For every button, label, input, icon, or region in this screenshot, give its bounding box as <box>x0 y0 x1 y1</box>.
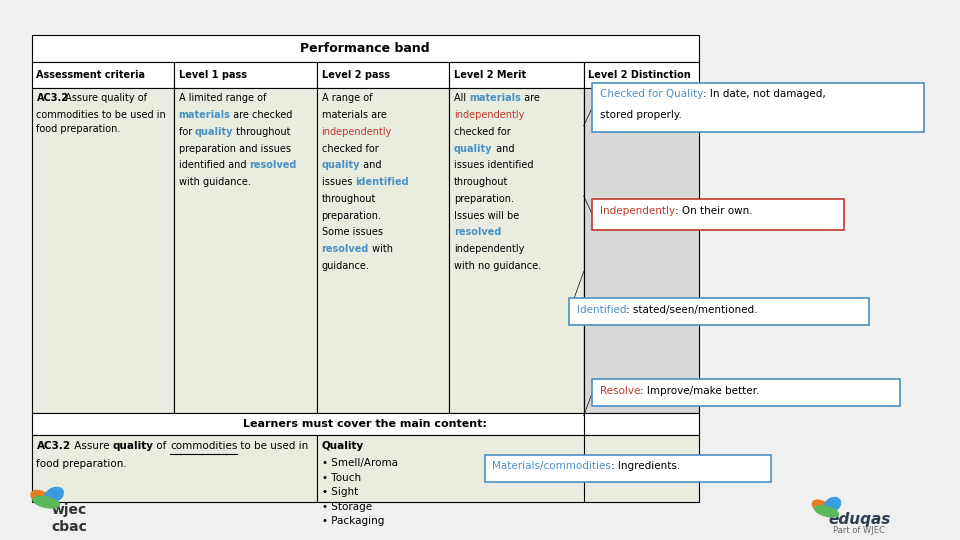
Text: : stated/seen/mentioned.: : stated/seen/mentioned. <box>627 305 758 315</box>
Text: of: of <box>154 441 170 451</box>
Text: food preparation.: food preparation. <box>36 459 128 469</box>
Text: throughout: throughout <box>233 127 291 137</box>
Text: with: with <box>369 244 393 254</box>
Text: quality: quality <box>322 160 360 171</box>
Text: for: for <box>179 127 195 137</box>
Ellipse shape <box>812 500 831 514</box>
Text: commodities: commodities <box>170 441 237 451</box>
Ellipse shape <box>824 497 841 512</box>
Text: : On their own.: : On their own. <box>675 206 753 216</box>
Text: Materials/commodities: Materials/commodities <box>492 461 612 471</box>
Bar <box>317 435 699 502</box>
Text: materials: materials <box>469 93 521 104</box>
Text: checked for: checked for <box>322 144 378 154</box>
Bar <box>584 62 699 88</box>
Text: preparation.: preparation. <box>454 194 514 204</box>
Text: issues identified: issues identified <box>454 160 534 171</box>
Ellipse shape <box>44 488 63 503</box>
Text: wjec
cbac: wjec cbac <box>51 503 87 534</box>
Text: identified: identified <box>355 177 409 187</box>
Text: Quality: Quality <box>322 441 364 451</box>
Text: A limited range of: A limited range of <box>179 93 266 104</box>
Ellipse shape <box>31 490 52 505</box>
Bar <box>32 413 699 435</box>
Text: materials: materials <box>179 110 230 120</box>
Text: and: and <box>360 160 381 171</box>
Text: Assure quality of: Assure quality of <box>62 93 148 104</box>
Text: materials are: materials are <box>322 110 387 120</box>
Text: preparation.: preparation. <box>322 211 381 221</box>
Text: throughout: throughout <box>454 177 509 187</box>
Text: issues: issues <box>322 177 355 187</box>
Text: Level 2 Distinction: Level 2 Distinction <box>588 70 691 80</box>
Text: AC3.2: AC3.2 <box>36 93 68 104</box>
Text: eduqas: eduqas <box>828 512 890 527</box>
Text: guidance.: guidance. <box>322 261 370 271</box>
Text: Performance band: Performance band <box>300 42 430 55</box>
Text: Independently: Independently <box>600 206 675 216</box>
Text: resolved: resolved <box>250 160 297 171</box>
Text: Part of WJEC: Part of WJEC <box>833 526 885 535</box>
Text: independently: independently <box>322 127 392 137</box>
Text: identified and: identified and <box>179 160 250 171</box>
Text: Checked for Quality: Checked for Quality <box>600 89 704 99</box>
Text: Resolve: Resolve <box>600 386 640 396</box>
Bar <box>317 88 449 413</box>
Text: Identified: Identified <box>577 305 627 315</box>
Bar <box>449 88 584 413</box>
Bar <box>32 35 699 62</box>
Text: Level 2 pass: Level 2 pass <box>322 70 390 80</box>
Text: Learners must cover the main content:: Learners must cover the main content: <box>243 419 488 429</box>
Bar <box>584 88 699 413</box>
Text: are: are <box>521 93 540 104</box>
Text: • Smell/Aroma
• Touch
• Sight
• Storage
• Packaging: • Smell/Aroma • Touch • Sight • Storage … <box>322 458 397 526</box>
Text: resolved: resolved <box>454 227 501 238</box>
Bar <box>174 62 317 88</box>
Text: Level 1 pass: Level 1 pass <box>179 70 247 80</box>
Bar <box>174 88 317 413</box>
Text: with guidance.: with guidance. <box>179 177 251 187</box>
Bar <box>32 62 174 88</box>
Text: Assessment criteria: Assessment criteria <box>36 70 146 80</box>
Text: All: All <box>454 93 469 104</box>
Bar <box>32 88 174 413</box>
FancyBboxPatch shape <box>592 379 900 406</box>
Text: : In date, not damaged,: : In date, not damaged, <box>704 89 827 99</box>
Text: to be used in: to be used in <box>237 441 308 451</box>
Text: Issues will be: Issues will be <box>454 211 519 221</box>
Text: are checked: are checked <box>230 110 293 120</box>
Text: : Ingredients.: : Ingredients. <box>612 461 681 471</box>
Text: AC3.2: AC3.2 <box>36 441 71 451</box>
Text: and: and <box>492 144 515 154</box>
Text: quality: quality <box>195 127 233 137</box>
Text: commodities to be used in
food preparation.: commodities to be used in food preparati… <box>36 110 166 134</box>
Text: : Improve/make better.: : Improve/make better. <box>640 386 759 396</box>
Text: stored properly.: stored properly. <box>600 110 682 120</box>
Ellipse shape <box>33 496 60 508</box>
FancyBboxPatch shape <box>592 199 844 230</box>
Text: resolved: resolved <box>322 244 369 254</box>
Text: independently: independently <box>454 244 524 254</box>
Text: quality: quality <box>112 441 154 451</box>
Text: independently: independently <box>454 110 524 120</box>
Text: A range of: A range of <box>322 93 372 104</box>
Text: Some issues: Some issues <box>322 227 383 238</box>
Text: Assure: Assure <box>71 441 112 451</box>
Bar <box>449 62 584 88</box>
Text: preparation and issues: preparation and issues <box>179 144 291 154</box>
Text: with no guidance.: with no guidance. <box>454 261 541 271</box>
Text: checked for: checked for <box>454 127 511 137</box>
Bar <box>317 62 449 88</box>
FancyBboxPatch shape <box>569 298 869 325</box>
Text: quality: quality <box>454 144 492 154</box>
FancyBboxPatch shape <box>592 83 924 132</box>
Ellipse shape <box>815 506 838 517</box>
FancyBboxPatch shape <box>485 455 771 482</box>
Text: throughout: throughout <box>322 194 376 204</box>
Text: Level 2 Merit: Level 2 Merit <box>454 70 526 80</box>
Bar <box>32 435 317 502</box>
